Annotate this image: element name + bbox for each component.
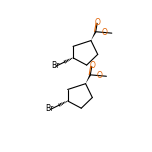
Text: Br: Br xyxy=(45,104,54,113)
Text: Br: Br xyxy=(51,61,59,70)
Text: O: O xyxy=(89,61,95,70)
Text: O: O xyxy=(96,71,102,80)
Polygon shape xyxy=(91,31,96,41)
Text: O: O xyxy=(95,18,100,27)
Text: O: O xyxy=(102,28,107,37)
Polygon shape xyxy=(86,74,91,84)
